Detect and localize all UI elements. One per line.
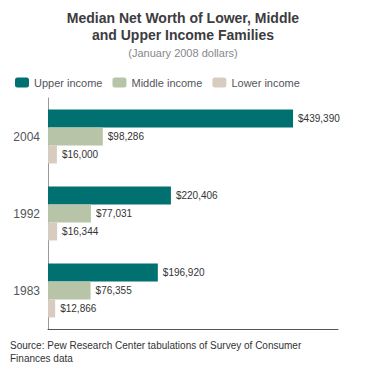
svg-text:Source: Pew Research Center ta: Source: Pew Research Center tabulations … [10, 340, 302, 351]
svg-text:$439,390: $439,390 [298, 113, 340, 124]
svg-text:1983: 1983 [13, 284, 40, 298]
svg-text:Finances data: Finances data [10, 353, 73, 364]
svg-text:$77,031: $77,031 [96, 208, 133, 219]
svg-text:2004: 2004 [13, 130, 40, 144]
svg-text:1992: 1992 [13, 207, 40, 221]
svg-text:(January 2008 dollars): (January 2008 dollars) [128, 47, 237, 59]
svg-text:and Upper Income Families: and Upper Income Families [92, 27, 274, 43]
svg-text:$12,866: $12,866 [60, 303, 97, 314]
svg-text:$16,000: $16,000 [62, 149, 99, 160]
svg-text:Median Net Worth of Lower, Mid: Median Net Worth of Lower, Middle [67, 10, 300, 26]
svg-text:$98,286: $98,286 [108, 131, 145, 142]
svg-text:Lower income: Lower income [231, 77, 299, 89]
svg-text:$16,344: $16,344 [62, 226, 99, 237]
svg-text:$220,406: $220,406 [176, 190, 218, 201]
svg-text:$76,355: $76,355 [96, 285, 133, 296]
svg-text:$196,920: $196,920 [163, 267, 205, 278]
svg-text:Upper income: Upper income [34, 77, 102, 89]
svg-text:Middle income: Middle income [131, 77, 202, 89]
